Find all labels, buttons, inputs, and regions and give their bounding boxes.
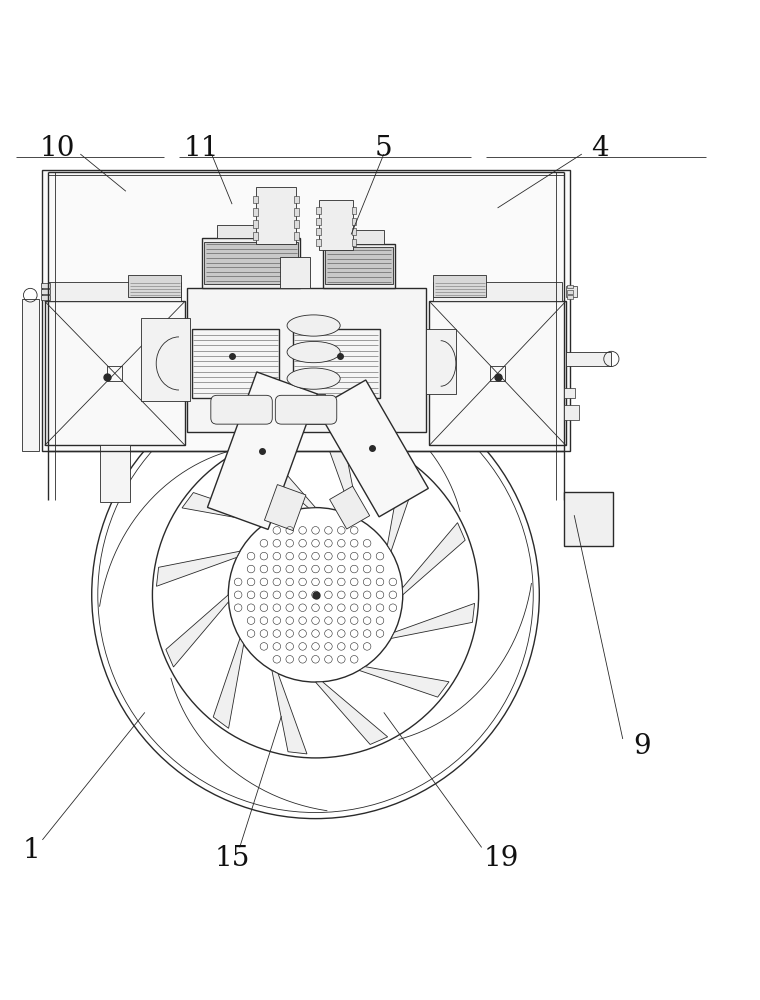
Bar: [566, 352, 611, 366]
Bar: [253, 208, 258, 216]
Bar: [352, 239, 356, 246]
FancyBboxPatch shape: [275, 395, 337, 424]
Bar: [490, 366, 505, 381]
Bar: [217, 225, 285, 238]
Ellipse shape: [287, 368, 340, 389]
Bar: [204, 242, 298, 284]
Bar: [319, 200, 353, 250]
Text: 5: 5: [375, 135, 393, 162]
Bar: [566, 286, 578, 297]
Bar: [564, 388, 575, 398]
Polygon shape: [166, 595, 229, 667]
Text: 1: 1: [22, 837, 40, 864]
Bar: [41, 295, 50, 300]
Polygon shape: [330, 486, 369, 529]
Bar: [186, 288, 426, 432]
Polygon shape: [182, 493, 272, 523]
Bar: [107, 366, 122, 381]
Polygon shape: [388, 461, 418, 551]
Bar: [325, 247, 393, 284]
Bar: [433, 282, 562, 301]
Polygon shape: [324, 436, 359, 519]
Polygon shape: [315, 682, 388, 744]
Text: 9: 9: [633, 733, 651, 760]
Bar: [568, 290, 574, 294]
Polygon shape: [243, 445, 315, 508]
Bar: [316, 239, 321, 246]
Bar: [323, 244, 395, 288]
Bar: [41, 283, 50, 288]
Bar: [45, 301, 185, 445]
Bar: [256, 187, 296, 244]
Text: 4: 4: [591, 135, 609, 162]
Bar: [141, 318, 190, 401]
Bar: [294, 220, 299, 228]
Text: 11: 11: [184, 135, 220, 162]
Bar: [352, 218, 356, 225]
Polygon shape: [316, 380, 429, 517]
Bar: [564, 492, 613, 546]
Bar: [568, 285, 574, 288]
Bar: [280, 257, 310, 288]
Text: 10: 10: [40, 135, 75, 162]
Bar: [316, 207, 321, 214]
Polygon shape: [272, 670, 307, 754]
Polygon shape: [207, 372, 318, 529]
Bar: [426, 329, 456, 394]
Bar: [316, 228, 321, 235]
Ellipse shape: [287, 315, 340, 336]
Bar: [253, 232, 258, 240]
Bar: [564, 405, 579, 420]
Polygon shape: [214, 638, 244, 728]
Bar: [49, 282, 181, 301]
Bar: [331, 230, 384, 244]
Bar: [201, 238, 300, 288]
Bar: [293, 329, 380, 398]
Polygon shape: [157, 551, 240, 586]
Polygon shape: [359, 667, 449, 697]
Text: 19: 19: [483, 845, 519, 872]
Bar: [100, 445, 130, 502]
FancyBboxPatch shape: [211, 395, 272, 424]
Bar: [192, 329, 279, 398]
Bar: [316, 218, 321, 225]
Bar: [568, 295, 574, 299]
Bar: [294, 232, 299, 240]
Bar: [43, 170, 570, 451]
Polygon shape: [391, 603, 474, 638]
Bar: [253, 220, 258, 228]
Text: 15: 15: [214, 845, 250, 872]
Polygon shape: [403, 523, 465, 595]
Bar: [352, 207, 356, 214]
Bar: [287, 394, 325, 424]
Bar: [433, 275, 486, 297]
Bar: [294, 196, 299, 203]
Bar: [429, 301, 566, 445]
Bar: [41, 289, 50, 294]
Bar: [22, 299, 39, 451]
Bar: [352, 228, 356, 235]
Bar: [253, 196, 258, 203]
Ellipse shape: [287, 341, 340, 363]
Bar: [128, 275, 181, 297]
Polygon shape: [264, 485, 306, 531]
Bar: [294, 208, 299, 216]
